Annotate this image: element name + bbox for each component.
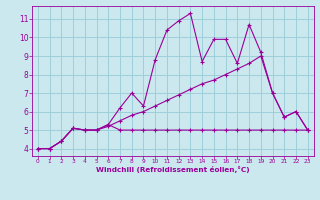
X-axis label: Windchill (Refroidissement éolien,°C): Windchill (Refroidissement éolien,°C) bbox=[96, 166, 250, 173]
